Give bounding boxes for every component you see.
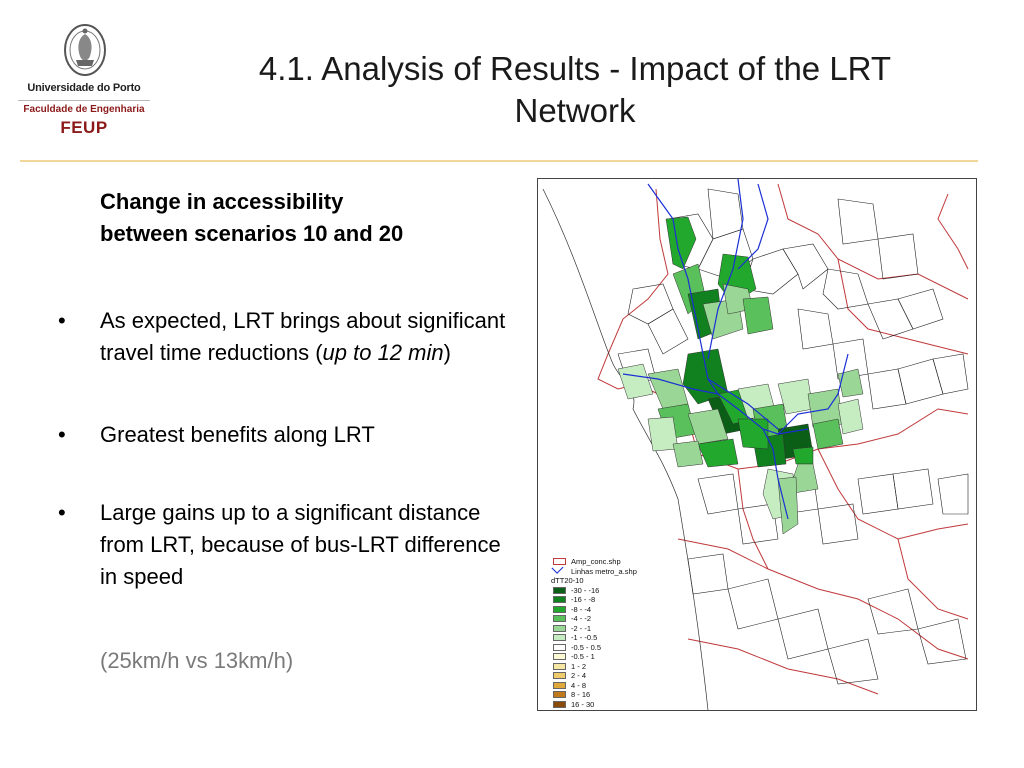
bullet-marker: • bbox=[58, 308, 66, 333]
legend-color-swatch bbox=[553, 643, 566, 651]
accessibility-polygons bbox=[617, 216, 864, 535]
legend-class-label: -16 - -8 bbox=[571, 595, 596, 604]
legend-color-swatch bbox=[553, 615, 566, 622]
legend-layer2-label: Linhas metro_a.shp bbox=[571, 566, 637, 576]
legend-layer1-label: Amp_conc.shp bbox=[571, 557, 621, 566]
legend-class-label: 16 - 30 bbox=[571, 699, 595, 709]
bullet-item: • Greatest benefits along LRT bbox=[58, 419, 518, 451]
bullet-text: As expected, LRT brings about significan… bbox=[100, 308, 506, 365]
legend-class-row: -0.5 - 1 bbox=[551, 652, 691, 662]
university-name: Universidade do Porto bbox=[27, 82, 141, 94]
legend-class-label: 1 - 2 bbox=[571, 661, 587, 671]
legend-class-label: 2 - 4 bbox=[571, 671, 587, 680]
title-divider bbox=[20, 160, 978, 162]
parish-boundaries bbox=[617, 188, 969, 685]
bullet-item: • Large gains up to a significant distan… bbox=[58, 497, 518, 593]
legend-class-label: -0.5 - 0.5 bbox=[571, 642, 602, 652]
legend-class-label: -30 - -16 bbox=[571, 585, 600, 595]
slide-subtitle: Change in accessibility between scenario… bbox=[100, 186, 520, 250]
legend-color-swatch bbox=[553, 681, 566, 689]
bullet-list: • As expected, LRT brings about signific… bbox=[58, 305, 518, 593]
legend-class-row: 4 - 8 bbox=[551, 681, 691, 691]
legend-class-label: -2 - -1 bbox=[571, 623, 592, 633]
legend-color-swatch bbox=[553, 700, 566, 708]
legend-class-row: 8 - 16 bbox=[551, 690, 691, 700]
legend-boundary-swatch bbox=[553, 558, 566, 565]
municipality-boundaries bbox=[597, 183, 969, 695]
legend-class-row: -4 - -2 bbox=[551, 614, 691, 624]
legend-layer-boundary: Amp_conc.shp bbox=[551, 557, 691, 567]
legend-class-row: 2 - 4 bbox=[551, 671, 691, 681]
legend-field-name: dTT20-10 bbox=[551, 576, 584, 585]
legend-color-swatch bbox=[553, 653, 566, 660]
legend-color-swatch bbox=[553, 662, 566, 670]
legend-class-label: -4 - -2 bbox=[571, 614, 592, 623]
faculty-name: Faculdade de Engenharia bbox=[23, 104, 145, 115]
legend-class-row: -1 - -0.5 bbox=[551, 633, 691, 643]
slide-title-line2: Network bbox=[514, 92, 636, 129]
legend-class-label: -8 - -4 bbox=[571, 604, 592, 614]
legend-layer-lrt: Linhas metro_a.shp bbox=[551, 566, 691, 577]
legend-class-row: 16 - 30 bbox=[551, 700, 691, 710]
legend-class-label: -1 - -0.5 bbox=[571, 633, 598, 642]
subtitle-line2: between scenarios 10 and 20 bbox=[100, 221, 404, 246]
legend-class-row: -0.5 - 0.5 bbox=[551, 643, 691, 653]
legend-color-swatch bbox=[553, 634, 566, 641]
legend-color-swatch bbox=[553, 586, 566, 594]
speed-note: (25km/h vs 13km/h) bbox=[100, 648, 294, 673]
bullet-marker: • bbox=[58, 422, 66, 447]
slide-title-line1: 4.1. Analysis of Results - Impact of the… bbox=[258, 50, 892, 87]
legend-class-row: -30 - -16 bbox=[551, 586, 691, 596]
map-legend: Amp_conc.shp Linhas metro_a.shp dTT20-10… bbox=[551, 557, 691, 709]
faculty-acronym: FEUP bbox=[60, 118, 108, 137]
legend-color-swatch bbox=[553, 605, 566, 613]
lrt-lines bbox=[622, 179, 849, 520]
subtitle-line1: Change in accessibility bbox=[100, 189, 344, 214]
legend-class-label: 8 - 16 bbox=[571, 690, 591, 699]
bullet-item: • As expected, LRT brings about signific… bbox=[58, 305, 518, 369]
university-seal-icon bbox=[64, 24, 106, 76]
legend-color-swatch bbox=[553, 624, 566, 632]
bullet-text: Large gains up to a significant distance… bbox=[100, 500, 501, 589]
legend-lrt-line-icon bbox=[551, 566, 564, 574]
bullet-marker: • bbox=[58, 500, 66, 525]
legend-class-row: -2 - -1 bbox=[551, 624, 691, 634]
accessibility-map: Amp_conc.shp Linhas metro_a.shp dTT20-10… bbox=[537, 178, 977, 711]
legend-class-label: -0.5 - 1 bbox=[571, 652, 595, 661]
slide-title: 4.1. Analysis of Results - Impact of the… bbox=[160, 48, 990, 132]
legend-class-label: 4 - 8 bbox=[571, 680, 587, 690]
legend-class-row: -16 - -8 bbox=[551, 595, 691, 605]
bullet-emphasis: up to 12 min bbox=[322, 340, 444, 365]
legend-classes: -30 - -16 -16 - -8 -8 - -4 -4 - -2 -2 - -1 -1… bbox=[551, 586, 691, 710]
legend-class-row: 1 - 2 bbox=[551, 662, 691, 672]
legend-color-swatch bbox=[553, 672, 566, 679]
bullet-text-end: ) bbox=[443, 340, 451, 365]
coastline bbox=[542, 188, 709, 710]
bullet-text: Greatest benefits along LRT bbox=[100, 422, 375, 447]
legend-class-row: -8 - -4 bbox=[551, 605, 691, 615]
logo-divider bbox=[18, 100, 150, 101]
legend-color-swatch bbox=[553, 691, 566, 698]
university-logo: Universidade do Porto Faculdade de Engen… bbox=[18, 22, 150, 138]
map-canvas bbox=[542, 179, 969, 710]
legend-color-swatch bbox=[553, 596, 566, 603]
